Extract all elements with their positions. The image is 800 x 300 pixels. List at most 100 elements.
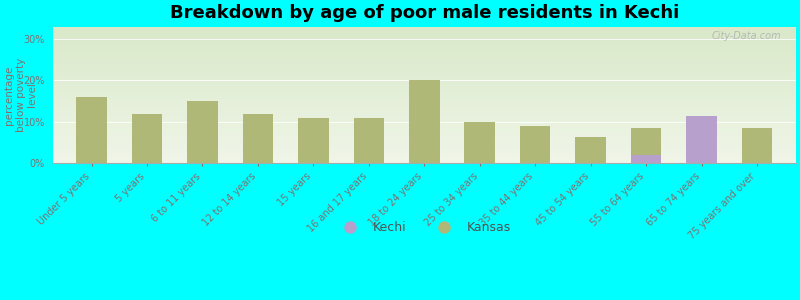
Bar bbox=[53, 135, 796, 136]
Bar bbox=[53, 91, 796, 92]
Bar bbox=[53, 157, 796, 158]
Bar bbox=[53, 28, 796, 29]
Bar bbox=[53, 40, 796, 42]
Bar bbox=[53, 95, 796, 96]
Bar bbox=[53, 130, 796, 132]
Bar bbox=[53, 103, 796, 105]
Bar bbox=[53, 43, 796, 44]
Bar bbox=[53, 94, 796, 95]
Bar bbox=[53, 29, 796, 31]
Bar bbox=[53, 117, 796, 118]
Bar bbox=[53, 110, 796, 111]
Bar bbox=[53, 83, 796, 84]
Bar bbox=[53, 146, 796, 147]
Bar bbox=[53, 140, 796, 142]
Bar bbox=[53, 100, 796, 102]
Bar bbox=[53, 132, 796, 133]
Bar bbox=[53, 52, 796, 54]
Bar bbox=[53, 39, 796, 40]
Title: Breakdown by age of poor male residents in Kechi: Breakdown by age of poor male residents … bbox=[170, 4, 679, 22]
Bar bbox=[53, 162, 796, 164]
Y-axis label: percentage
below poverty
level: percentage below poverty level bbox=[4, 58, 38, 132]
Bar bbox=[53, 80, 796, 81]
Bar bbox=[686, 116, 717, 164]
Bar bbox=[53, 59, 796, 61]
Bar bbox=[53, 47, 796, 48]
Bar bbox=[631, 128, 662, 164]
Bar bbox=[53, 62, 796, 64]
Bar bbox=[53, 58, 796, 59]
Bar bbox=[53, 74, 796, 76]
Bar bbox=[409, 80, 439, 164]
Bar bbox=[53, 26, 796, 28]
Bar bbox=[53, 76, 796, 77]
Bar bbox=[53, 96, 796, 98]
Bar bbox=[631, 155, 662, 164]
Bar bbox=[53, 161, 796, 162]
Bar bbox=[53, 105, 796, 106]
Bar bbox=[53, 89, 796, 91]
Bar bbox=[53, 32, 796, 33]
Bar bbox=[53, 70, 796, 72]
Bar bbox=[53, 64, 796, 65]
Bar bbox=[465, 122, 495, 164]
Text: City-Data.com: City-Data.com bbox=[711, 31, 781, 40]
Bar bbox=[298, 118, 329, 164]
Bar bbox=[242, 114, 273, 164]
Bar bbox=[53, 114, 796, 116]
Bar bbox=[53, 61, 796, 62]
Bar bbox=[53, 159, 796, 161]
Bar bbox=[53, 57, 796, 58]
Bar bbox=[53, 143, 796, 144]
Bar bbox=[187, 101, 218, 164]
Bar bbox=[53, 122, 796, 124]
Bar bbox=[53, 44, 796, 46]
Bar bbox=[53, 38, 796, 39]
Bar bbox=[53, 151, 796, 152]
Bar bbox=[686, 136, 717, 164]
Bar bbox=[53, 87, 796, 88]
Bar bbox=[53, 65, 796, 66]
Bar bbox=[53, 42, 796, 43]
Bar bbox=[53, 51, 796, 52]
Bar bbox=[53, 72, 796, 73]
Bar bbox=[53, 36, 796, 38]
Bar bbox=[53, 46, 796, 47]
Bar bbox=[53, 109, 796, 110]
Bar bbox=[53, 35, 796, 36]
Bar bbox=[53, 154, 796, 155]
Bar bbox=[53, 133, 796, 135]
Bar bbox=[53, 77, 796, 79]
Bar bbox=[76, 97, 106, 164]
Bar bbox=[53, 79, 796, 80]
Bar bbox=[132, 114, 162, 164]
Bar bbox=[53, 127, 796, 128]
Bar bbox=[520, 126, 550, 164]
Bar bbox=[53, 50, 796, 51]
Bar bbox=[53, 137, 796, 139]
Bar bbox=[53, 158, 796, 159]
Bar bbox=[53, 73, 796, 74]
Bar bbox=[53, 121, 796, 122]
Bar bbox=[53, 81, 796, 83]
Bar bbox=[53, 31, 796, 32]
Bar bbox=[53, 150, 796, 151]
Bar bbox=[354, 118, 384, 164]
Bar bbox=[53, 85, 796, 87]
Bar bbox=[53, 107, 796, 109]
Bar bbox=[53, 55, 796, 57]
Bar bbox=[53, 54, 796, 55]
Bar bbox=[53, 128, 796, 129]
Bar bbox=[53, 116, 796, 117]
Bar bbox=[53, 111, 796, 113]
Bar bbox=[53, 124, 796, 125]
Bar bbox=[53, 118, 796, 120]
Bar bbox=[53, 120, 796, 121]
Bar bbox=[53, 155, 796, 157]
Bar bbox=[53, 136, 796, 137]
Bar bbox=[53, 125, 796, 127]
Bar bbox=[53, 68, 796, 69]
Bar bbox=[53, 113, 796, 114]
Bar bbox=[53, 84, 796, 86]
Bar bbox=[53, 144, 796, 146]
